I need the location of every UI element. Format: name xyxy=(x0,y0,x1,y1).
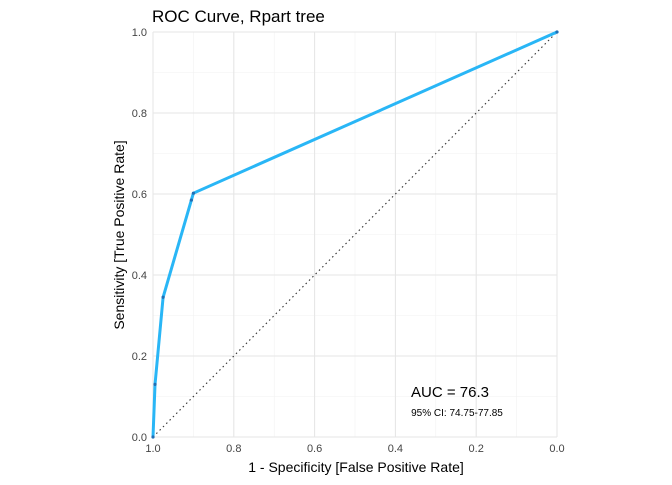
x-tick-label: 0.8 xyxy=(226,443,241,455)
y-tick-label: 0.6 xyxy=(132,189,147,201)
reference-diagonal-line xyxy=(152,31,558,438)
x-tick-label: 0.4 xyxy=(388,443,403,455)
y-axis-ticks: 0.0 0.2 0.4 0.6 0.8 1.0 xyxy=(132,27,147,444)
x-axis-label: 1 - Specificity [False Positive Rate] xyxy=(248,459,464,475)
roc-series-layer xyxy=(151,30,559,439)
x-tick-label: 0.2 xyxy=(469,443,484,455)
x-tick-label: 1.0 xyxy=(145,443,160,455)
x-tick-label: 0.6 xyxy=(307,443,322,455)
major-gridlines xyxy=(152,31,558,438)
y-tick-label: 0.0 xyxy=(132,432,147,444)
roc-point xyxy=(191,191,195,195)
ci-annotation: 95% CI: 74.75-77.85 xyxy=(411,408,503,419)
roc-point xyxy=(151,435,155,439)
x-axis-ticks: 1.0 0.8 0.6 0.4 0.2 0.0 xyxy=(145,443,564,455)
x-tick-label: 0.0 xyxy=(549,443,564,455)
y-tick-label: 0.4 xyxy=(132,270,147,282)
y-axis-label: Sensitivity [True Positive Rate] xyxy=(111,140,127,329)
roc-point xyxy=(189,198,193,202)
y-tick-label: 1.0 xyxy=(132,27,147,39)
chart-title: ROC Curve, Rpart tree xyxy=(152,7,325,26)
auc-annotation: AUC = 76.3 xyxy=(411,384,489,401)
roc-point xyxy=(161,295,165,299)
reference-diagonal-layer xyxy=(152,31,558,438)
roc-points-layer xyxy=(151,30,559,439)
roc-point xyxy=(153,382,157,386)
roc-point xyxy=(555,30,559,34)
y-tick-label: 0.2 xyxy=(132,351,147,363)
minor-gridlines xyxy=(153,32,557,437)
y-tick-label: 0.8 xyxy=(132,108,147,120)
roc-curve-line xyxy=(151,30,559,439)
